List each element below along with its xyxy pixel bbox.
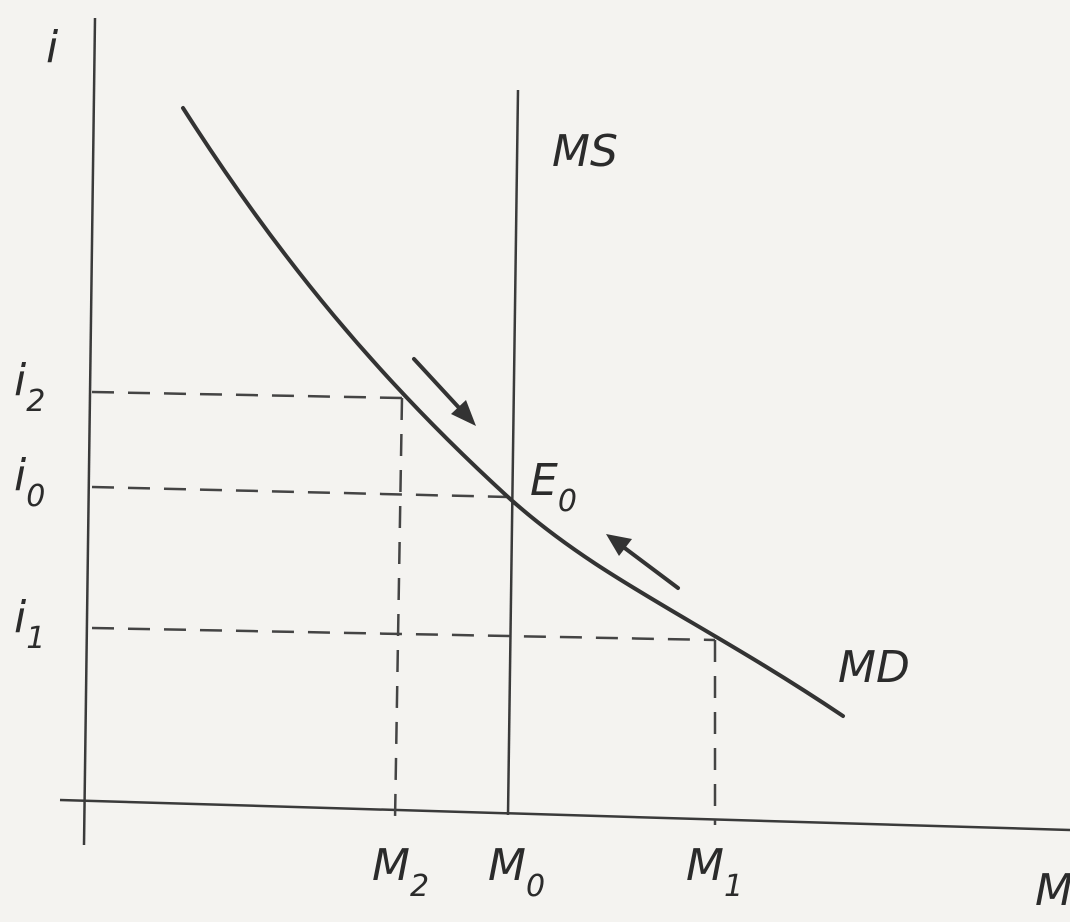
y-axis-label: i [46, 22, 59, 73]
equilibrium-label-sub: 0 [558, 484, 577, 519]
money-quantity-label-m2: M2 [372, 840, 429, 904]
money-demand-curve [181, 106, 845, 718]
equilibrium-label-main: E [530, 455, 558, 506]
equilibrium-label: E0 [530, 455, 577, 519]
money-supply-line [506, 89, 520, 816]
md-label: MD [838, 642, 910, 693]
guide-i2-horizontal [91, 390, 403, 400]
x-axis [59, 798, 1070, 832]
guide-m2-vertical [393, 397, 404, 821]
guide-i0-horizontal [91, 485, 509, 499]
ms-label: MS [552, 126, 618, 177]
interest-rate-label-i1: i1 [14, 592, 45, 656]
money-quantity-label-m0: M0 [488, 840, 545, 904]
guide-i1-horizontal [91, 626, 716, 642]
x-axis-label: M [1035, 865, 1070, 916]
interest-rate-label-i0: i0 [14, 450, 45, 514]
up-left-arrow [606, 534, 680, 590]
money-quantity-label-m1: M1 [686, 840, 743, 904]
y-axis [82, 17, 97, 846]
interest-rate-label-i2: i2 [14, 355, 45, 419]
down-right-arrow [412, 357, 476, 426]
